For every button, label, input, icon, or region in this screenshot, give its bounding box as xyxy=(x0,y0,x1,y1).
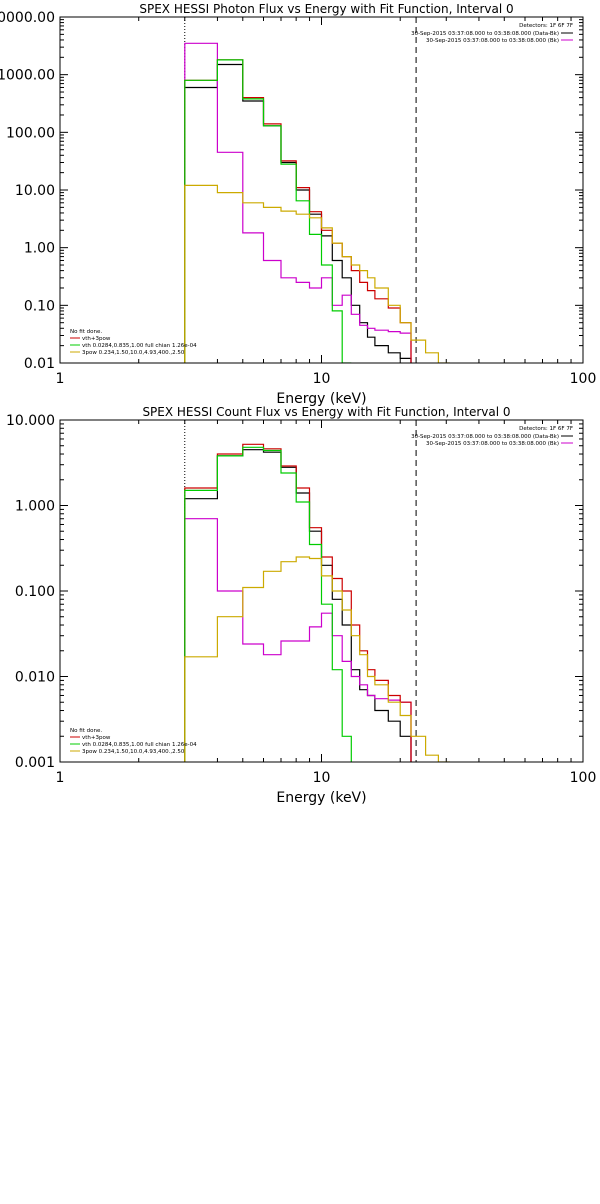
y-tick-label: 0.010 xyxy=(15,670,55,686)
x-tick-label: 10 xyxy=(313,770,331,786)
legend-entry-label: vth 0.0284,0.835,1.00 full chian 1.26e-0… xyxy=(82,742,197,748)
count-series-group xyxy=(184,443,450,762)
y-tick-label: 1.000 xyxy=(15,499,55,515)
series-3pow-line xyxy=(184,556,450,762)
detectors-label: Detectors: 1F 6F 7F xyxy=(519,426,573,432)
detectors-label: Detectors: 1F 6F 7F xyxy=(519,23,573,29)
legend-entry-label: 30-Sep-2015 03:37:08.000 to 03:38:08.000… xyxy=(426,38,559,44)
count-chart: SPEX HESSI Count Flux vs Energy with Fit… xyxy=(6,405,596,806)
legend-entry-label: 30-Sep-2015 03:37:08.000 to 03:38:08.000… xyxy=(411,31,559,37)
legend-entry-label: 3pow 0.234,1.50,10.0,4.93,400.,2.50 xyxy=(82,350,185,356)
photon-series-group xyxy=(184,42,450,363)
legend-entry-label: 3pow 0.234,1.50,10.0,4.93,400.,2.50 xyxy=(82,749,185,755)
series-vth-3pow-line xyxy=(184,59,412,363)
y-tick-label: 0.001 xyxy=(15,755,55,771)
x-tick-label: 1 xyxy=(56,770,65,786)
series-vth-line xyxy=(184,446,352,762)
photon-plot-frame xyxy=(59,16,584,364)
y-tick-label: 10.00 xyxy=(15,183,55,199)
y-tick-label: 10000.00 xyxy=(0,10,55,26)
photon-chart: SPEX HESSI Photon Flux vs Energy with Fi… xyxy=(0,2,596,407)
series-bk-line xyxy=(184,42,412,363)
y-tick-label: 1000.00 xyxy=(0,68,55,84)
x-tick-label: 10 xyxy=(313,371,331,387)
legend-entry-label: vth+3pow xyxy=(82,735,111,741)
y-tick-label: 0.100 xyxy=(15,584,55,600)
y-tick-label: 1.00 xyxy=(24,241,55,257)
series-vth-line xyxy=(184,59,352,363)
legend-entry-label: vth+3pow xyxy=(82,336,111,342)
fit-status-label: No fit done. xyxy=(70,728,102,734)
series-data-bk-line xyxy=(184,449,412,762)
photon-x-axis-label: Energy (keV) xyxy=(276,391,366,407)
series-data-bk-line xyxy=(184,63,412,363)
x-tick-label: 100 xyxy=(570,371,597,387)
x-tick-label: 1 xyxy=(56,371,65,387)
fit-status-label: No fit done. xyxy=(70,329,102,335)
count-x-axis-label: Energy (keV) xyxy=(276,790,366,806)
count-plot-frame xyxy=(59,419,584,763)
legend-entry-label: 30-Sep-2015 03:37:08.000 to 03:38:08.000… xyxy=(411,434,559,440)
legend-entry-label: 30-Sep-2015 03:37:08.000 to 03:38:08.000… xyxy=(426,441,559,447)
y-tick-label: 100.00 xyxy=(6,125,55,141)
series-vth-3pow-line xyxy=(184,443,412,762)
count-chart-title: SPEX HESSI Count Flux vs Energy with Fit… xyxy=(142,405,510,419)
photon-legend-top: Detectors: 1F 6F 7F 30-Sep-2015 03:37:08.… xyxy=(411,23,573,44)
series-bk-line xyxy=(184,518,412,762)
photon-chart-title: SPEX HESSI Photon Flux vs Energy with Fi… xyxy=(139,2,513,16)
y-tick-label: 10.000 xyxy=(6,413,55,429)
y-tick-label: 0.10 xyxy=(24,298,55,314)
count-legend-top: Detectors: 1F 6F 7F 30-Sep-2015 03:37:08.… xyxy=(411,426,573,447)
series-3pow-line xyxy=(184,184,450,363)
legend-entry-label: vth 0.0284,0.835,1.00 full chian 1.26e-0… xyxy=(82,343,197,349)
y-tick-label: 0.01 xyxy=(24,356,55,372)
x-tick-label: 100 xyxy=(570,770,597,786)
